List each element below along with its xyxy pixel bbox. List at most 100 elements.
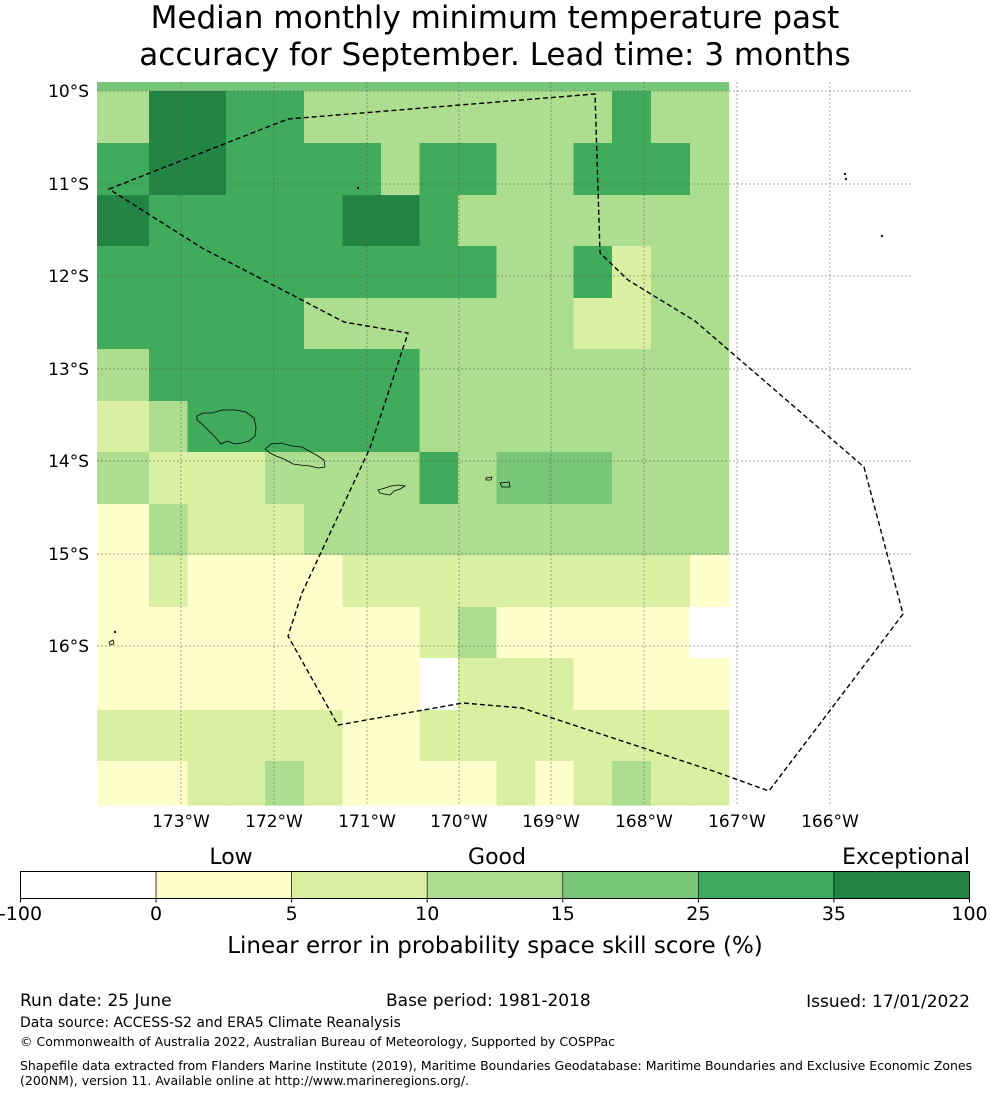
grid-cell [419, 710, 459, 762]
grid-cell [381, 298, 421, 350]
grid-cell [690, 401, 730, 453]
grid-cell [612, 555, 652, 608]
grid-cell [97, 452, 150, 505]
grid-cell [226, 401, 266, 453]
grid-cell [187, 246, 227, 299]
grid-cell [535, 658, 575, 711]
grid-cell [419, 504, 459, 556]
grid-cell [573, 143, 613, 196]
grid-cell [651, 349, 691, 402]
grid-cell [97, 710, 150, 762]
grid-cell [690, 607, 730, 659]
grid-cell [342, 710, 382, 762]
grid-cell [187, 91, 227, 144]
islet [356, 186, 360, 190]
grid-cell [651, 555, 691, 608]
grid-cell [342, 555, 382, 608]
grid-cell [381, 246, 421, 299]
grid-cell [690, 246, 730, 299]
grid-cell [458, 401, 498, 453]
grid-cell [573, 91, 613, 144]
grid-cell [342, 401, 382, 453]
grid-cell [226, 607, 266, 659]
grid-cell [458, 91, 498, 144]
islet [113, 630, 117, 634]
grid-cell [612, 401, 652, 453]
grid-cell [612, 607, 652, 659]
grid-cell [381, 452, 421, 505]
skill-grid [97, 82, 730, 806]
grid-cell [97, 555, 150, 608]
grid-cell [97, 401, 150, 453]
grid-cell [458, 504, 498, 556]
grid-cell [226, 555, 266, 608]
colorbar-tick-label: 0 [150, 903, 162, 925]
grid-cell [149, 349, 189, 402]
grid-cell [304, 607, 344, 659]
grid-cell [496, 607, 536, 659]
grid-cell [419, 401, 459, 453]
grid-cell [149, 658, 189, 711]
category-exceptional: Exceptional [842, 845, 970, 870]
grid-cell [149, 452, 189, 505]
savaii-island [196, 409, 257, 445]
grid-cell [458, 298, 498, 350]
grid-cell [342, 246, 382, 299]
grid-cell [97, 761, 150, 806]
grid-cell [496, 82, 536, 92]
grid-cell [97, 504, 150, 556]
grid-cell [535, 504, 575, 556]
grid-cell [496, 143, 536, 196]
tutuila-island [377, 484, 407, 496]
grid-cell [496, 195, 536, 247]
grid-cell [149, 710, 189, 762]
grid-cell [419, 452, 459, 505]
grid-cell [496, 504, 536, 556]
colorbar-tick-label: 100 [951, 903, 987, 925]
grid-cell [97, 298, 150, 350]
grid-cell [265, 710, 305, 762]
colorbar [20, 871, 970, 899]
grid-cell [651, 607, 691, 659]
longitude-labels: 173°W 172°W 171°W 170°W 169°W 168°W 167°W 166°W [152, 812, 859, 832]
grid-cell [97, 143, 150, 196]
grid-cell [573, 452, 613, 505]
lat-label: 14°S [48, 452, 89, 472]
grid-cell [304, 710, 344, 762]
grid-cell [265, 555, 305, 608]
graticule [97, 82, 913, 805]
grid-cell [651, 91, 691, 144]
grid-cell [265, 607, 305, 659]
grid-cell [265, 298, 305, 350]
grid-cell [651, 143, 691, 196]
grid-cell [690, 761, 730, 806]
grid-cell [612, 195, 652, 247]
grid-cell [573, 504, 613, 556]
grid-cell [651, 82, 691, 92]
grid-cell [612, 504, 652, 556]
grid-cell [381, 401, 421, 453]
lat-label: 12°S [48, 267, 89, 287]
grid-cell [149, 504, 189, 556]
swains-island [108, 639, 115, 646]
grid-cell [381, 504, 421, 556]
grid-cell [535, 349, 575, 402]
colorbar-frame [20, 871, 970, 899]
grid-cell [612, 143, 652, 196]
grid-cell [149, 195, 189, 247]
grid-cell [149, 298, 189, 350]
grid-cell [187, 658, 227, 711]
grid-cell [535, 143, 575, 196]
copyright: © Commonwealth of Australia 2022, Austra… [20, 1034, 615, 1049]
grid-cell [226, 82, 266, 92]
colorbar-segment [426, 871, 564, 899]
grid-cell [419, 82, 459, 92]
grid-cell [651, 246, 691, 299]
grid-cell [419, 246, 459, 299]
grid-cell [458, 710, 498, 762]
lon-label: 169°W [522, 812, 580, 832]
grid-cell [342, 195, 382, 247]
grid-cell [226, 452, 266, 505]
lat-label: 16°S [48, 637, 89, 657]
